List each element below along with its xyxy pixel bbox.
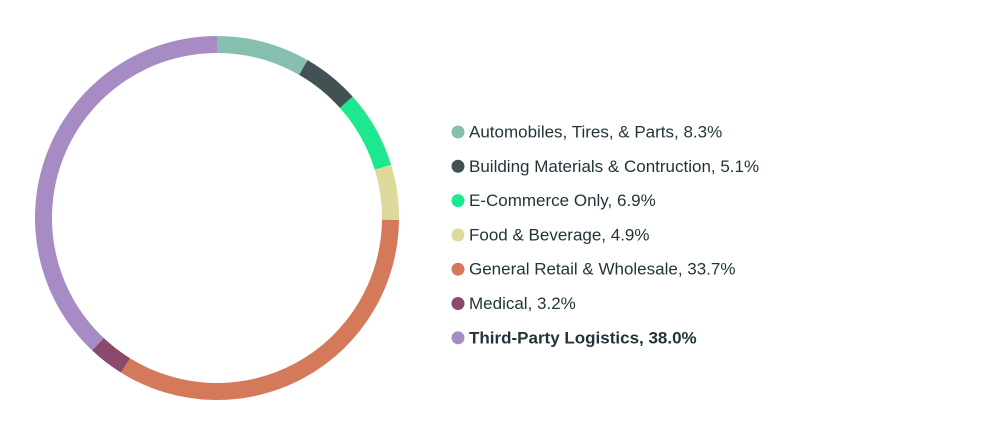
legend-label: Automobiles, Tires, & Parts, 8.3% xyxy=(469,122,722,141)
donut-segment xyxy=(34,36,217,351)
donut-segment xyxy=(299,60,353,109)
legend-label: Medical, 3.2% xyxy=(469,294,576,313)
legend-label: Building Materials & Contruction, 5.1% xyxy=(469,157,759,176)
legend-swatch xyxy=(451,194,465,208)
donut-segment xyxy=(92,338,130,373)
legend-swatch xyxy=(451,125,465,139)
legend-swatch xyxy=(451,331,465,345)
legend-swatch xyxy=(451,297,465,310)
donut-segment xyxy=(121,219,399,401)
legend-label: Food & Beverage, 4.9% xyxy=(469,225,650,244)
donut-segment xyxy=(339,96,392,170)
legend-label: Third-Party Logistics, 38.0% xyxy=(469,328,697,347)
legend-swatch xyxy=(451,159,465,173)
donut-segment xyxy=(374,164,399,220)
legend-swatch xyxy=(451,228,465,242)
donut-segment xyxy=(217,36,308,75)
legend-swatch xyxy=(451,262,465,276)
legend-label: E-Commerce Only, 6.9% xyxy=(469,191,656,210)
legend-label: General Retail & Wholesale, 33.7% xyxy=(469,260,735,279)
